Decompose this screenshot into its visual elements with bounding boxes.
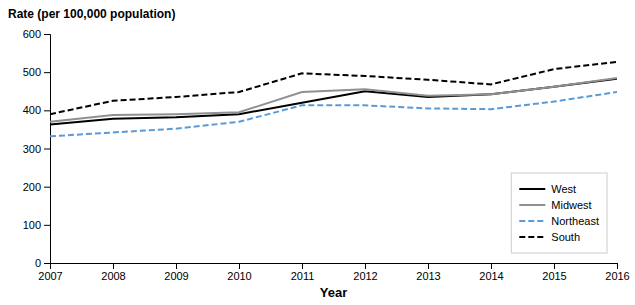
x-axis-title: Year xyxy=(320,285,347,300)
x-axis: 2007 2008 2009 2010 2011 2012 2013 2014 2015 2016 xyxy=(38,263,629,282)
y-axis-line xyxy=(44,35,51,264)
y-tick: 600 xyxy=(23,28,50,40)
y-tick: 100 xyxy=(23,219,50,231)
x-tick-mark xyxy=(491,263,492,269)
y-tick-label: 400 xyxy=(23,104,41,116)
legend-swatch xyxy=(519,220,545,222)
x-tick-mark xyxy=(554,263,555,269)
y-tick: 200 xyxy=(23,181,50,193)
x-tick-label: 2015 xyxy=(542,270,566,282)
y-tick-mark xyxy=(44,72,50,73)
chart-svg: 2007 2008 2009 2010 2011 2012 2013 2014 2015 2016… xyxy=(0,0,635,305)
x-tick: 2010 xyxy=(227,263,251,282)
legend-label: West xyxy=(551,183,576,195)
legend-label: South xyxy=(551,231,580,243)
x-tick-mark xyxy=(617,263,618,269)
x-tick-mark xyxy=(428,263,429,269)
legend: West Midwest Northeast South xyxy=(511,173,607,253)
x-tick: 2012 xyxy=(353,263,377,282)
y-tick: 400 xyxy=(23,104,50,116)
y-tick-label: 0 xyxy=(35,257,41,269)
y-tick-label: 200 xyxy=(23,181,41,193)
x-tick-label: 2007 xyxy=(38,270,62,282)
y-tick-mark xyxy=(44,263,50,264)
legend-item: South xyxy=(519,231,580,243)
x-tick-label: 2016 xyxy=(605,270,629,282)
y-tick-label: 300 xyxy=(23,143,41,155)
x-tick-mark xyxy=(302,263,303,269)
x-tick-mark xyxy=(365,263,366,269)
y-tick-mark xyxy=(44,149,50,150)
x-tick: 2009 xyxy=(164,263,188,282)
legend-item: West xyxy=(519,183,576,195)
y-tick-label: 100 xyxy=(23,219,41,231)
legend-item: Midwest xyxy=(519,199,591,211)
y-tick-mark xyxy=(44,225,50,226)
x-tick: 2008 xyxy=(101,263,125,282)
legend-swatch xyxy=(519,236,545,238)
y-axis: 0 100 200 300 400 500 600 xyxy=(23,28,51,269)
x-tick-label: 2014 xyxy=(479,270,503,282)
legend-label: Northeast xyxy=(551,215,599,227)
x-tick-mark xyxy=(113,263,114,269)
x-tick-label: 2011 xyxy=(291,270,315,282)
x-tick: 2014 xyxy=(479,263,503,282)
y-tick: 300 xyxy=(23,143,50,155)
y-tick-mark xyxy=(44,34,50,35)
x-tick-label: 2013 xyxy=(416,270,440,282)
y-tick: 500 xyxy=(23,66,50,78)
legend-label: Midwest xyxy=(551,199,591,211)
y-axis-title: Rate (per 100,000 population) xyxy=(8,7,175,21)
plot-area xyxy=(50,62,617,136)
x-tick-label: 2010 xyxy=(227,270,251,282)
legend-item: Northeast xyxy=(519,215,599,227)
y-tick-mark xyxy=(44,187,50,188)
x-tick: 2015 xyxy=(542,263,566,282)
legend-swatch xyxy=(519,188,545,190)
y-tick: 0 xyxy=(35,257,50,269)
y-tick-mark xyxy=(44,110,50,111)
y-tick-label: 600 xyxy=(23,28,41,40)
x-tick-mark xyxy=(176,263,177,269)
x-tick-mark xyxy=(239,263,240,269)
series-line xyxy=(50,79,617,125)
x-tick-label: 2008 xyxy=(101,270,125,282)
x-tick-label: 2012 xyxy=(353,270,377,282)
x-tick: 2016 xyxy=(605,263,629,282)
x-tick: 2013 xyxy=(416,263,440,282)
legend-box xyxy=(511,173,607,253)
x-tick-label: 2009 xyxy=(164,270,188,282)
x-tick: 2011 xyxy=(291,263,315,282)
x-axis-line xyxy=(51,264,618,270)
x-tick: 2007 xyxy=(38,263,62,282)
series-line xyxy=(50,62,617,114)
y-tick-label: 500 xyxy=(23,66,41,78)
chart-container: 2007 2008 2009 2010 2011 2012 2013 2014 2015 2016… xyxy=(0,0,635,305)
legend-swatch xyxy=(519,204,545,206)
